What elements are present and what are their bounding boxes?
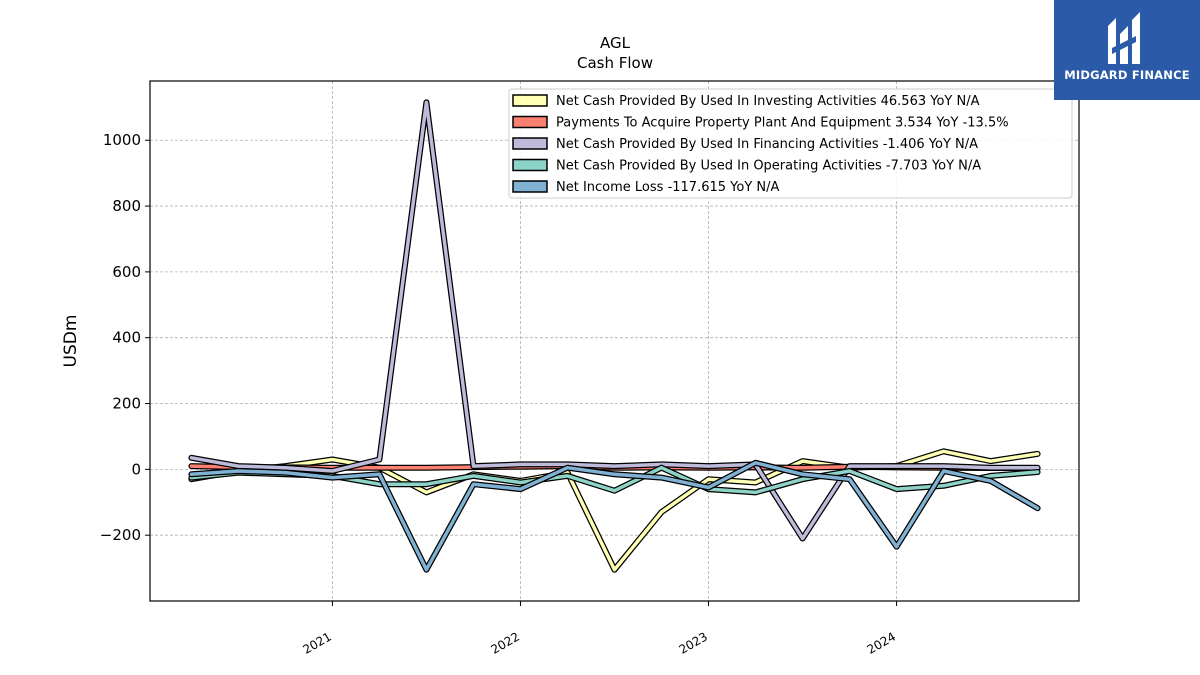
legend-swatch	[512, 94, 548, 107]
series-line	[189, 461, 1040, 572]
legend-swatch	[512, 137, 548, 150]
y-tick-label: 600	[112, 263, 141, 281]
legend-label: Payments To Acquire Property Plant And E…	[556, 116, 1009, 131]
series-4	[188, 459, 1041, 573]
x-tick-label: 2021	[300, 629, 333, 656]
midgard-finance-logo: MIDGARD FINANCE	[1054, 0, 1200, 100]
y-axis: −200 0 200 400 600 800 1000	[100, 131, 150, 544]
y-tick-label: −200	[100, 526, 141, 544]
legend-label: Net Cash Provided By Used In Investing A…	[556, 94, 980, 109]
y-tick-label: 200	[112, 395, 141, 413]
series-2	[188, 99, 1041, 542]
series-line-outline	[188, 459, 1041, 573]
legend-label: Net Cash Provided By Used In Operating A…	[556, 159, 981, 174]
legend-swatch	[512, 158, 548, 172]
legend-swatch	[512, 180, 548, 193]
y-tick-label: 800	[112, 197, 141, 215]
logo-text: MIDGARD FINANCE	[1064, 68, 1190, 82]
legend-swatch	[512, 115, 548, 129]
plot-frame	[149, 80, 1080, 602]
series-layer	[188, 99, 1041, 573]
chart-subtitle: Cash Flow	[577, 54, 653, 72]
y-tick-label: 1000	[103, 131, 141, 149]
x-tick-label: 2024	[865, 629, 898, 656]
chart-title: AGL	[600, 34, 631, 52]
legend-box	[508, 88, 1073, 199]
x-tick-label: 2023	[677, 629, 710, 656]
legend-label: Net Income Loss -117.615 YoY N/A	[556, 180, 779, 195]
y-tick-label: 400	[112, 329, 141, 347]
legend-label: Net Cash Provided By Used In Financing A…	[556, 137, 978, 152]
x-tick-label: 2022	[489, 629, 522, 656]
legend: Net Cash Provided By Used In Investing A…	[508, 88, 1073, 199]
y-tick-label: 0	[131, 460, 141, 478]
y-axis-label: USDm	[61, 315, 81, 368]
x-axis: 2021 2022 2023 2024	[300, 601, 898, 657]
logo-mark-icon	[1108, 12, 1140, 64]
series-line	[189, 100, 1040, 541]
